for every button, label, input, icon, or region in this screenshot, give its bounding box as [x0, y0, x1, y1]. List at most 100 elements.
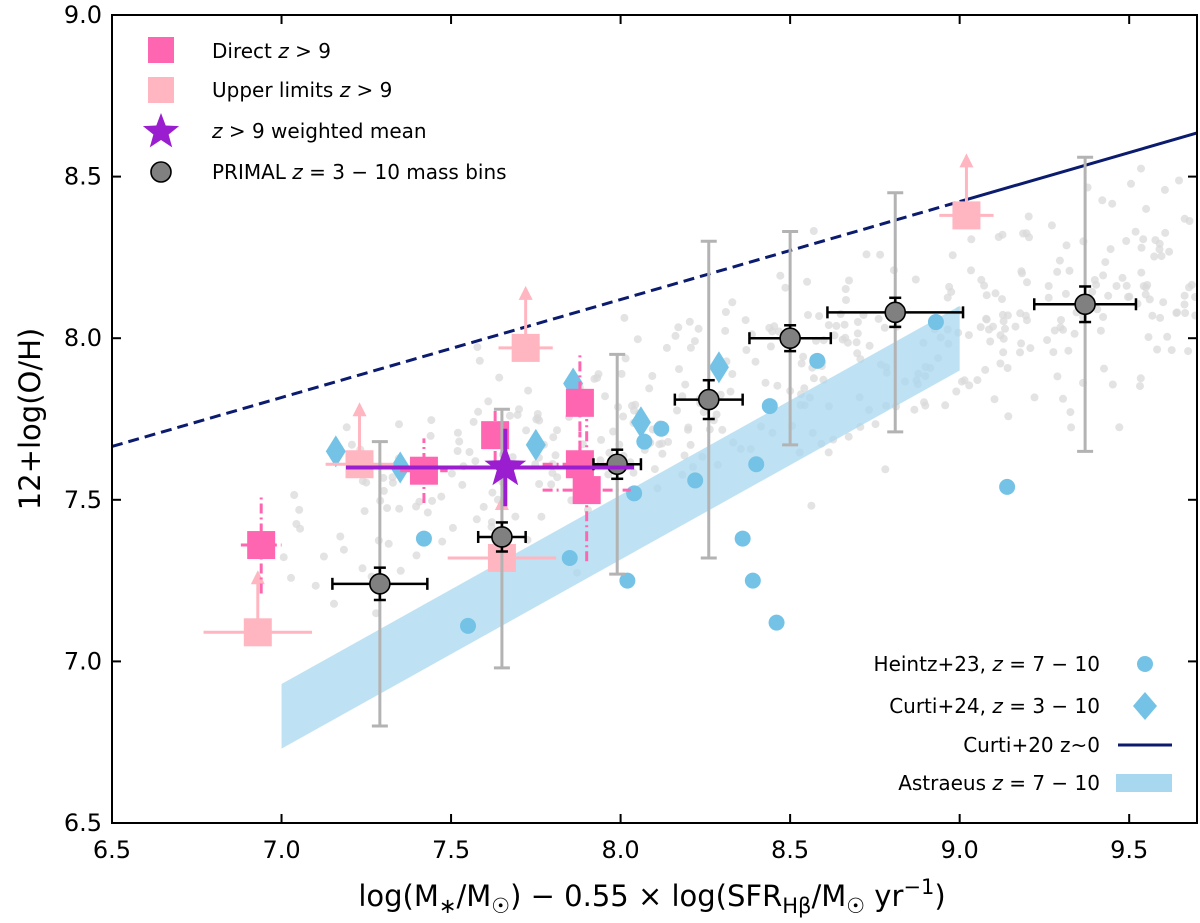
background-galaxy-point: [824, 321, 833, 330]
background-galaxy-point: [776, 271, 785, 280]
background-galaxy-point: [522, 426, 531, 435]
background-galaxy-point: [1187, 280, 1196, 289]
heintz23-point: [744, 572, 761, 589]
legend-primal-marker: [150, 161, 172, 183]
background-galaxy-point: [515, 405, 523, 414]
background-galaxy-point: [360, 507, 369, 516]
legend-curti24-label: Curti+24, z = 3 − 10: [889, 694, 1100, 718]
background-galaxy-point: [1059, 394, 1067, 403]
background-galaxy-point: [437, 492, 446, 501]
background-galaxy-point: [998, 310, 1007, 319]
background-galaxy-point: [438, 537, 447, 546]
background-galaxy-point: [990, 395, 999, 404]
curti20-line-solid: [959, 131, 1197, 203]
background-galaxy-point: [1137, 268, 1146, 277]
upper-limit-arrow-head: [959, 153, 974, 168]
background-galaxy-point: [910, 405, 919, 414]
background-galaxy-point: [1137, 243, 1146, 252]
background-galaxy-point: [1064, 346, 1073, 355]
weighted-mean-layer: [345, 428, 635, 507]
heintz23-layer: [415, 314, 1016, 634]
background-galaxy-point: [1066, 408, 1075, 417]
background-galaxy-point: [336, 532, 345, 541]
legend-bottom: Heintz+23, z = 7 − 10 Curti+24, z = 3 − …: [874, 652, 1172, 795]
background-galaxy-point: [428, 496, 437, 505]
background-galaxy-point: [1155, 245, 1164, 254]
background-galaxy-point: [1092, 280, 1101, 289]
upper-limit-square: [952, 201, 981, 230]
background-galaxy-point: [1150, 252, 1159, 261]
background-galaxy-point: [658, 449, 667, 458]
primal-point: [369, 573, 391, 595]
background-galaxy-point: [675, 365, 683, 374]
background-galaxy-point: [547, 480, 556, 489]
x-tick-label: 6.5: [93, 836, 131, 864]
background-galaxy-point: [1108, 380, 1117, 389]
background-galaxy-point: [1003, 364, 1012, 372]
primal-point: [1074, 293, 1096, 316]
background-galaxy-point: [911, 275, 920, 284]
background-galaxy-point: [1156, 313, 1165, 322]
legend-mean-marker: [142, 113, 180, 148]
background-galaxy-point: [383, 504, 392, 513]
plot-frame: [111, 14, 1198, 824]
background-galaxy-point: [505, 411, 514, 420]
background-galaxy-point: [766, 342, 775, 351]
background-galaxy-point: [290, 491, 299, 499]
background-galaxy-point: [1023, 278, 1031, 287]
background-galaxy-point: [1106, 245, 1115, 254]
x-tick-label: 9.0: [941, 836, 979, 864]
heintz23-point: [734, 530, 751, 547]
background-galaxy-point: [453, 428, 462, 437]
background-galaxy-point: [874, 314, 883, 323]
background-galaxy-point: [384, 539, 393, 548]
direct-square: [565, 388, 594, 417]
background-galaxy-point: [1122, 281, 1131, 290]
legend-astraeus-marker: [1116, 774, 1172, 792]
heintz23-point: [768, 614, 785, 631]
background-galaxy-point: [1098, 196, 1107, 205]
background-galaxy-point: [395, 504, 404, 513]
curti20-relation-layer: [112, 131, 1197, 448]
background-galaxy-point: [1062, 241, 1071, 250]
curti20-line-dashed: [112, 200, 961, 448]
background-galaxy-point: [1057, 316, 1065, 324]
upper-limit-square: [345, 450, 374, 479]
background-galaxy-point: [838, 335, 847, 344]
y-tick-label: 6.5: [64, 809, 102, 837]
background-galaxy-point: [671, 331, 680, 340]
background-galaxy-point: [1026, 344, 1035, 353]
background-galaxy-point: [427, 416, 436, 425]
background-galaxy-point: [1065, 266, 1074, 275]
background-galaxy-point: [448, 523, 457, 532]
background-galaxy-point: [1180, 300, 1189, 309]
legend-heintz-label: Heintz+23, z = 7 − 10: [874, 652, 1100, 676]
background-galaxy-point: [447, 469, 456, 478]
background-galaxy-point: [880, 323, 889, 332]
background-galaxy-point: [645, 384, 654, 393]
background-galaxy-point: [594, 370, 603, 379]
direct-square: [247, 531, 276, 560]
background-galaxy-point: [751, 357, 760, 366]
background-galaxy-point: [957, 377, 966, 386]
background-galaxy-point: [1096, 326, 1105, 335]
background-galaxy-point: [471, 457, 480, 466]
background-galaxy-point: [1056, 323, 1065, 332]
background-galaxy-point: [976, 323, 985, 332]
background-galaxy-point: [1011, 322, 1020, 331]
background-galaxy-point: [1016, 348, 1024, 357]
legend-heintz-marker: [1137, 656, 1153, 672]
background-galaxy-point: [633, 335, 642, 344]
background-galaxy-point: [1173, 308, 1181, 317]
background-galaxy-point: [981, 365, 990, 374]
background-galaxy-point: [982, 291, 991, 300]
background-galaxy-point: [619, 412, 628, 421]
background-galaxy-point: [685, 317, 694, 326]
background-galaxy-point: [721, 308, 730, 316]
background-galaxy-point: [842, 296, 850, 304]
background-galaxy-point: [469, 417, 478, 426]
background-galaxy-point: [1161, 228, 1170, 237]
background-galaxy-point: [1145, 295, 1154, 304]
background-galaxy-point: [991, 289, 1000, 298]
background-galaxy-point: [844, 432, 853, 441]
